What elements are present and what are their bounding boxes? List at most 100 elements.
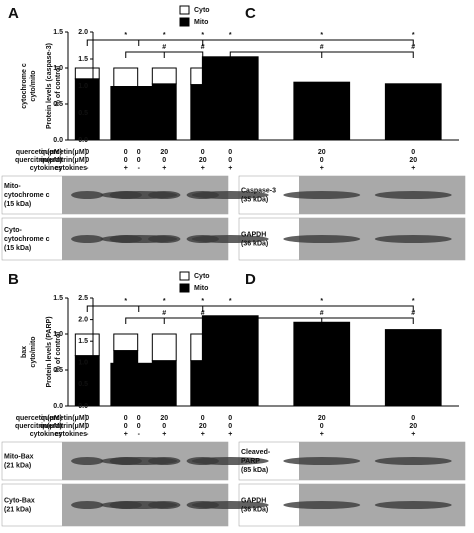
bar	[384, 329, 442, 406]
treatment-value: -	[86, 431, 89, 438]
legend-label: Mito	[194, 19, 208, 26]
treatment-value: 20	[199, 157, 207, 164]
bar	[293, 81, 351, 140]
bar	[201, 315, 259, 406]
bracket	[138, 305, 414, 312]
treatment-label: cytokines	[30, 431, 62, 438]
bracket	[229, 317, 414, 324]
treatment-value: -	[86, 165, 89, 172]
blot-label: GAPDH	[241, 231, 266, 238]
blot-band	[71, 235, 104, 243]
significance-mark: #	[320, 44, 324, 51]
bracket	[138, 39, 414, 46]
treatment-value: +	[201, 165, 205, 172]
significance-mark: #	[320, 310, 324, 317]
y-axis-label: Protein levels (PARP)	[46, 316, 53, 387]
treatment-value: +	[162, 431, 166, 438]
treatment-value: +	[124, 165, 128, 172]
treatment-value: 0	[320, 423, 324, 430]
bar-segment	[74, 67, 100, 80]
legend-swatch	[179, 271, 190, 281]
treatment-label: quercitrin(μM)	[40, 423, 87, 430]
blot-label: (35 kDa)	[241, 196, 268, 203]
treatment-value: 0	[228, 423, 232, 430]
treatment-value: 0	[137, 423, 141, 430]
treatment-value: -	[138, 431, 141, 438]
blot-label: PARP	[241, 458, 260, 465]
treatment-value: 20	[199, 423, 207, 430]
treatment-value: 0	[137, 157, 141, 164]
significance-mark: #	[201, 44, 205, 51]
blot-band	[100, 235, 178, 243]
treatment-value: +	[124, 431, 128, 438]
blot-label: Caspase-3	[241, 187, 276, 194]
treatment-label: quercetin(μM)	[16, 415, 62, 422]
blot-label: Mito-	[4, 183, 21, 190]
treatment-value: +	[320, 165, 324, 172]
treatment-value: 0	[228, 415, 232, 422]
y-tick-label: 0.0	[78, 137, 88, 144]
y-tick-label: 0.5	[53, 101, 63, 108]
treatment-value: +	[411, 431, 415, 438]
blot-band	[283, 501, 361, 509]
y-axis-label: cyto/mito	[30, 70, 37, 101]
significance-mark: *	[124, 298, 127, 305]
treatment-value: 0	[411, 149, 415, 156]
y-tick-label: 0.0	[53, 403, 63, 410]
treatment-value: 0	[162, 157, 166, 164]
y-tick-label: 1.0	[53, 331, 63, 338]
bar	[110, 86, 168, 140]
bar-segment	[113, 333, 139, 352]
significance-mark: #	[162, 310, 166, 317]
treatment-label: quercetin(μM)	[41, 415, 87, 422]
treatment-value: -	[138, 165, 141, 172]
panel-letter: D	[245, 271, 256, 288]
treatment-value: 0	[85, 157, 89, 164]
blot-label: cytochrome c	[4, 236, 50, 243]
treatment-value: +	[162, 165, 166, 172]
blot-band	[374, 191, 452, 199]
y-tick-label: 0.5	[53, 367, 63, 374]
bracket	[125, 317, 204, 324]
significance-mark: *	[201, 32, 204, 39]
treatment-value: 0	[137, 149, 141, 156]
significance-mark: *	[320, 298, 323, 305]
treatment-value: 20	[409, 423, 417, 430]
significance-mark: #	[162, 44, 166, 51]
treatment-value: 0	[124, 157, 128, 164]
treatment-value: 20	[409, 157, 417, 164]
y-axis-label: % of control	[55, 332, 62, 372]
significance-mark: *	[412, 298, 415, 305]
blot-band	[191, 191, 269, 199]
treatment-value: 0	[201, 415, 205, 422]
blot-label: Mito-Bax	[4, 453, 34, 460]
blot-label: Cyto-Bax	[4, 497, 35, 504]
blot-label: (36 kDa)	[241, 240, 268, 247]
significance-mark: *	[124, 32, 127, 39]
treatment-label: quercetin(μM)	[41, 149, 87, 156]
bar	[201, 56, 259, 140]
treatment-value: 0	[85, 415, 89, 422]
treatment-value: 0	[228, 149, 232, 156]
bracket	[86, 305, 204, 312]
significance-mark: *	[163, 32, 166, 39]
treatment-label: cytokines	[55, 431, 87, 438]
blot-band	[100, 501, 178, 509]
y-axis-label: bax	[21, 346, 28, 358]
y-tick-label: 0.5	[78, 110, 88, 117]
y-tick-label: 1.5	[78, 56, 88, 63]
significance-mark: *	[229, 298, 232, 305]
treatment-value: +	[228, 165, 232, 172]
y-tick-label: 1.5	[53, 295, 63, 302]
treatment-label: quercitrin(μM)	[15, 423, 62, 430]
treatment-label: cytokines	[55, 165, 87, 172]
y-tick-label: 2.5	[78, 295, 88, 302]
blot-band	[374, 457, 452, 465]
treatment-value: 0	[124, 423, 128, 430]
significance-mark: *	[163, 298, 166, 305]
treatment-value: +	[201, 431, 205, 438]
significance-mark: *	[229, 32, 232, 39]
bar	[110, 362, 168, 406]
significance-mark: #	[411, 310, 415, 317]
y-tick-label: 1.5	[53, 29, 63, 36]
